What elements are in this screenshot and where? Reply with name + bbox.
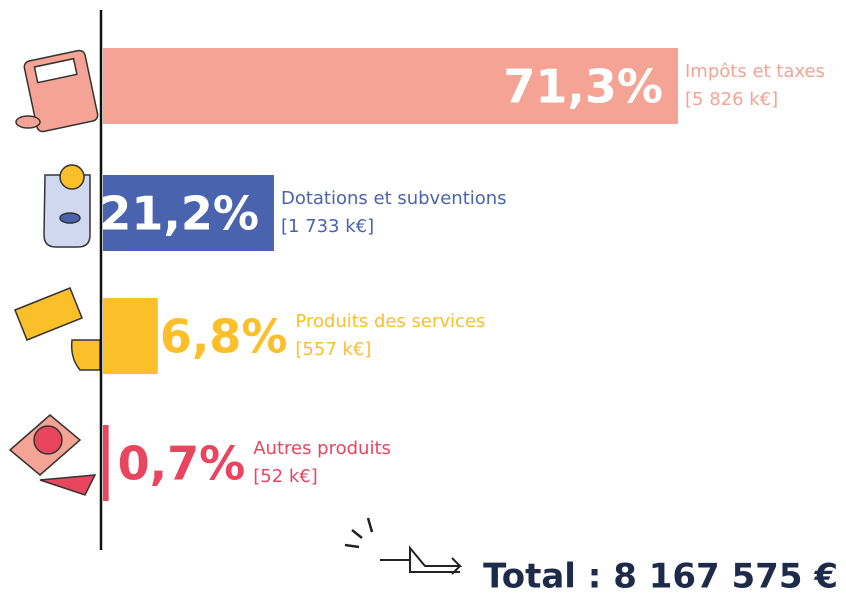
value-label: 6,8%: [160, 310, 288, 364]
amount-label: [1 733 k€]: [281, 216, 374, 237]
bar: [103, 48, 678, 124]
amount-label: [5 826 k€]: [685, 89, 778, 110]
value-label: 21,2%: [99, 187, 259, 241]
category-label: Impôts et taxes: [685, 61, 825, 82]
amount-label: [52 k€]: [253, 466, 318, 487]
bar: [103, 175, 274, 251]
category-label: Produits des services: [295, 311, 485, 332]
bar: [103, 425, 109, 501]
value-label: 0,7%: [118, 437, 246, 491]
category-label: Autres produits: [253, 438, 391, 459]
amount-label: [557 k€]: [295, 339, 371, 360]
value-label: 71,3%: [503, 60, 663, 114]
total: Total : 8 167 575 €: [483, 557, 838, 597]
icons: [8, 49, 463, 575]
category-label: Dotations et subventions: [281, 188, 507, 209]
bar: [103, 298, 158, 374]
